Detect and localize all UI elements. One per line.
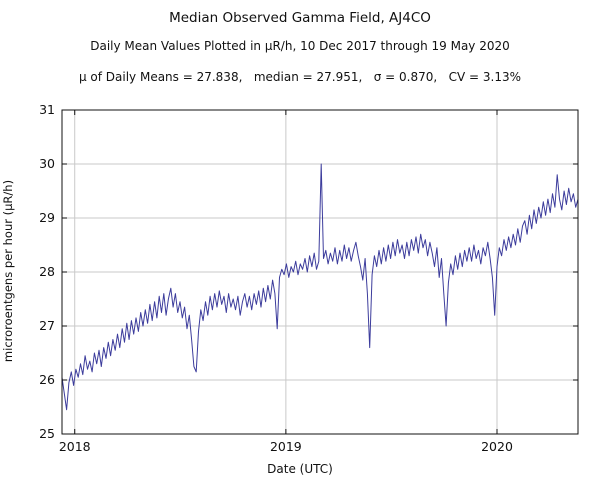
x-axis-label: Date (UTC) (267, 462, 333, 476)
chart-stats-annotation: μ of Daily Means = 27.838, median = 27.9… (78, 70, 522, 84)
chart-title: Median Observed Gamma Field, AJ4CO (169, 10, 431, 26)
chart-subtitle: Daily Mean Values Plotted in μR/h, 10 De… (90, 39, 510, 53)
y-tick-label: 31 (39, 102, 55, 117)
x-tick-label: 2019 (270, 439, 302, 454)
y-tick-label: 29 (39, 210, 55, 225)
gamma-series-line (61, 163, 579, 411)
y-tick-label: 30 (39, 156, 55, 171)
y-tick-label: 26 (39, 372, 55, 387)
y-axis-label: microroentgens per hour (μR/h) (1, 179, 15, 363)
y-tick-label: 27 (39, 318, 55, 333)
x-tick-label: 2020 (481, 439, 513, 454)
y-tick-label: 28 (39, 264, 55, 279)
x-tick-label: 2018 (59, 439, 91, 454)
y-tick-label: 25 (39, 426, 55, 441)
